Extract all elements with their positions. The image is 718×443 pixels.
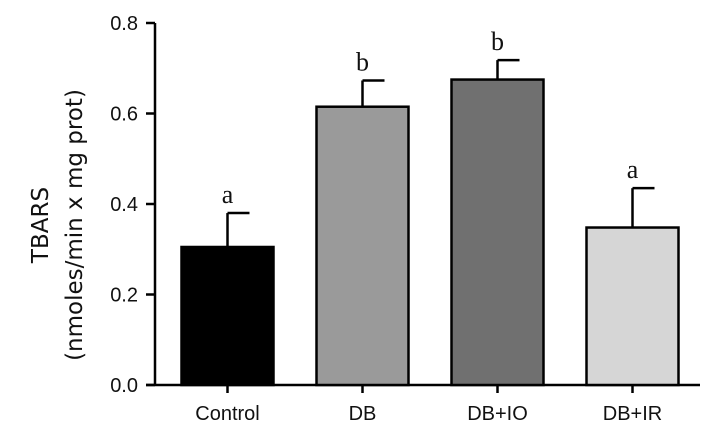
significance-label: a bbox=[627, 155, 639, 184]
x-category-label: Control bbox=[195, 403, 259, 425]
y-axis-label: TBARS (nmoles/min x mg prot) bbox=[28, 89, 88, 361]
y-tick-label: 0.2 bbox=[110, 285, 138, 307]
bar bbox=[315, 105, 410, 387]
y-tick-label: 0.0 bbox=[110, 375, 138, 397]
x-category-label: DB+IR bbox=[603, 403, 662, 425]
y-tick-label: 0.4 bbox=[110, 194, 138, 216]
bar bbox=[450, 78, 545, 387]
bar bbox=[180, 245, 275, 387]
bars: a Control b DB b DB+IO a DB+IR bbox=[180, 27, 680, 425]
y-tick-label: 0.8 bbox=[110, 13, 138, 35]
y-axis-label-line1: TBARS bbox=[28, 187, 54, 264]
significance-label: a bbox=[222, 180, 234, 209]
significance-label: b bbox=[491, 27, 504, 56]
y-axis-label-line2: (nmoles/min x mg prot) bbox=[62, 89, 88, 361]
bar bbox=[585, 226, 680, 387]
significance-label: b bbox=[356, 47, 369, 76]
x-category-label: DB bbox=[349, 403, 377, 425]
x-category-label: DB+IO bbox=[467, 403, 528, 425]
y-tick-label: 0.6 bbox=[110, 104, 138, 126]
